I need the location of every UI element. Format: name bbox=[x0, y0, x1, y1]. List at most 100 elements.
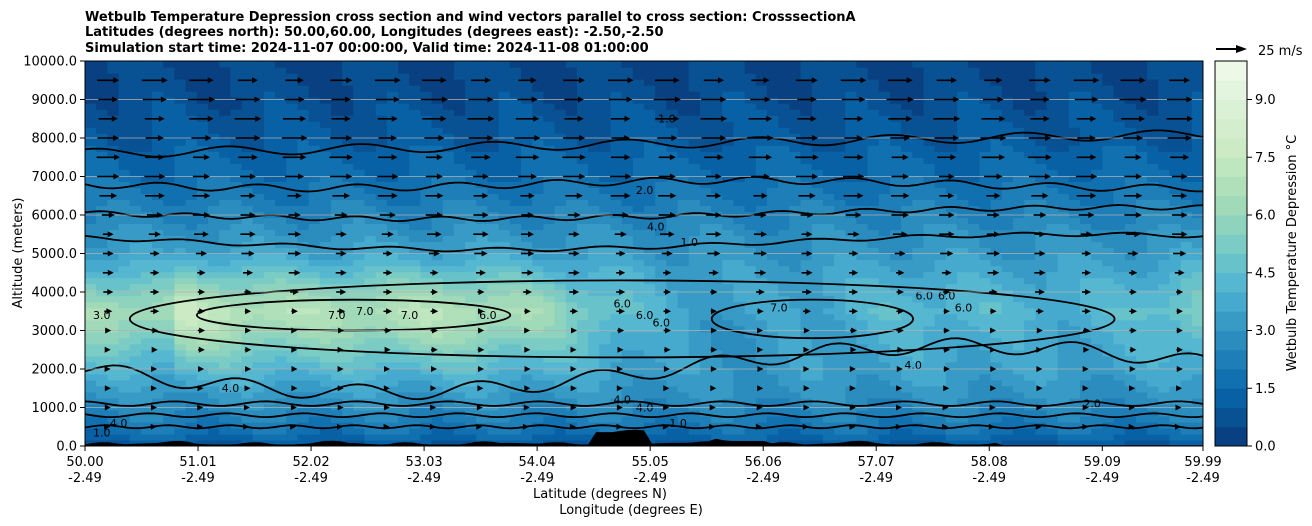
field-cell bbox=[688, 97, 701, 104]
field-cell bbox=[588, 247, 600, 255]
field-cell bbox=[263, 349, 276, 357]
field-cell bbox=[744, 283, 757, 291]
field-cell bbox=[476, 325, 489, 333]
field-cell bbox=[576, 163, 589, 170]
field-cell bbox=[453, 151, 466, 158]
field-cell bbox=[85, 427, 97, 435]
field-cell bbox=[409, 283, 421, 291]
field-cell bbox=[811, 163, 824, 170]
field-cell bbox=[386, 373, 399, 381]
field-cell bbox=[308, 367, 321, 375]
field-cell bbox=[699, 289, 712, 297]
field-cell bbox=[207, 397, 220, 405]
field-cell bbox=[275, 277, 287, 285]
field-cell bbox=[129, 217, 142, 225]
field-cell bbox=[923, 349, 936, 357]
field-cell bbox=[699, 223, 712, 231]
field-cell bbox=[409, 73, 421, 80]
field-cell bbox=[778, 151, 790, 158]
field-cell bbox=[834, 157, 846, 164]
field-cell bbox=[174, 157, 187, 164]
field-cell bbox=[442, 415, 455, 423]
field-cell bbox=[353, 169, 366, 176]
field-cell bbox=[923, 109, 936, 116]
field-cell bbox=[901, 223, 913, 231]
field-cell bbox=[733, 223, 746, 231]
field-cell bbox=[140, 67, 153, 74]
field-cell bbox=[465, 259, 477, 267]
field-cell bbox=[453, 85, 466, 92]
field-cell bbox=[353, 109, 366, 116]
field-cell bbox=[85, 175, 97, 182]
field-cell bbox=[945, 157, 958, 164]
field-cell bbox=[766, 133, 779, 140]
field-cell bbox=[129, 193, 142, 200]
field-cell bbox=[498, 91, 511, 98]
field-cell bbox=[375, 205, 388, 212]
field-cell bbox=[923, 361, 936, 369]
field-cell bbox=[610, 145, 623, 152]
field-cell bbox=[655, 229, 667, 237]
field-cell bbox=[174, 199, 187, 206]
field-cell bbox=[789, 295, 802, 303]
field-cell bbox=[800, 193, 813, 200]
field-cell bbox=[822, 355, 835, 363]
field-cell bbox=[364, 259, 377, 267]
field-cell bbox=[252, 361, 265, 369]
field-cell bbox=[129, 373, 142, 381]
field-cell bbox=[834, 313, 846, 321]
field-cell bbox=[163, 181, 176, 188]
field-cell bbox=[599, 265, 612, 273]
field-cell bbox=[375, 331, 388, 339]
field-cell bbox=[834, 367, 846, 375]
field-cell bbox=[453, 97, 466, 104]
field-cell bbox=[811, 79, 824, 86]
field-cell bbox=[811, 103, 824, 110]
field-cell bbox=[353, 301, 366, 309]
field-cell bbox=[901, 253, 913, 261]
field-cell bbox=[912, 199, 925, 206]
field-cell bbox=[152, 349, 164, 357]
field-cell bbox=[778, 349, 790, 357]
field-cell bbox=[453, 295, 466, 303]
field-cell bbox=[152, 181, 164, 188]
field-cell bbox=[912, 367, 925, 375]
field-cell bbox=[196, 265, 209, 273]
field-cell bbox=[129, 283, 142, 291]
field-cell bbox=[711, 265, 723, 273]
field-cell bbox=[297, 109, 310, 116]
field-cell bbox=[498, 169, 511, 176]
field-cell bbox=[163, 175, 176, 182]
field-cell bbox=[286, 229, 299, 237]
field-cell bbox=[901, 325, 913, 333]
field-cell bbox=[878, 61, 891, 68]
field-cell bbox=[677, 379, 690, 387]
field-cell bbox=[576, 409, 589, 417]
field-cell bbox=[96, 169, 108, 176]
field-cell bbox=[688, 229, 701, 237]
field-cell bbox=[599, 391, 612, 399]
field-cell bbox=[230, 337, 243, 345]
field-cell bbox=[532, 427, 544, 435]
field-cell bbox=[576, 253, 589, 261]
field-cell bbox=[934, 103, 947, 110]
field-cell bbox=[241, 319, 254, 327]
field-cell bbox=[353, 229, 366, 237]
field-cell bbox=[800, 85, 813, 92]
field-cell bbox=[252, 355, 265, 363]
field-cell bbox=[688, 253, 701, 261]
field-cell bbox=[498, 85, 511, 92]
field-cell bbox=[834, 421, 846, 429]
field-cell bbox=[364, 265, 377, 273]
field-cell bbox=[442, 187, 455, 194]
field-cell bbox=[342, 349, 354, 357]
field-cell bbox=[353, 91, 366, 98]
field-cell bbox=[655, 259, 667, 267]
field-cell bbox=[319, 217, 332, 225]
field-cell bbox=[398, 427, 410, 435]
field-cell bbox=[834, 97, 846, 104]
field-cell bbox=[699, 307, 712, 315]
field-cell bbox=[96, 391, 108, 399]
field-cell bbox=[923, 289, 936, 297]
field-cell bbox=[107, 259, 120, 267]
